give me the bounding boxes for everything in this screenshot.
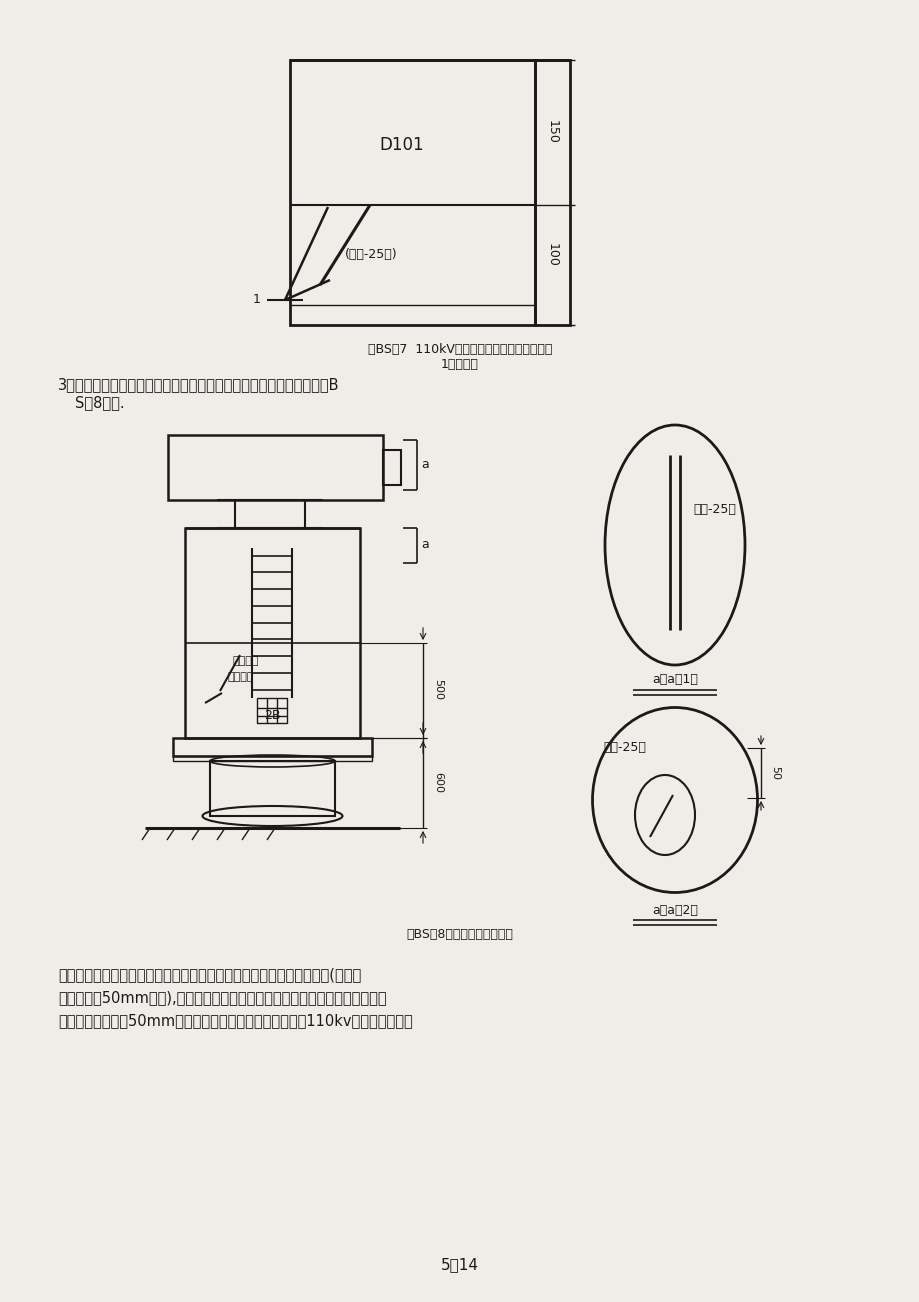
Text: 国产-25号: 国产-25号: [692, 504, 735, 517]
Text: 其油枕中心线以下50mm处。主变端子箱名称的刷字位置与110kv压互端子箱相一: 其油枕中心线以下50mm处。主变端子箱名称的刷字位置与110kv压互端子箱相一: [58, 1013, 413, 1029]
Bar: [654, 628, 694, 641]
Text: 150: 150: [545, 120, 558, 145]
Text: 100: 100: [545, 243, 558, 267]
Bar: [256, 698, 287, 723]
Text: a－a（1）: a－a（1）: [652, 673, 698, 686]
Bar: [210, 760, 335, 816]
Bar: [654, 445, 694, 454]
Bar: [173, 738, 371, 756]
Text: 禁止攀登: 禁止攀登: [228, 672, 255, 682]
Text: 3．主变压器的编号和警告牌均刷在正对爬梯的器身上，位置尺寸如图B: 3．主变压器的编号和警告牌均刷在正对爬梯的器身上，位置尺寸如图B: [58, 378, 339, 392]
Text: 高压危险: 高压危险: [233, 656, 259, 667]
Bar: [168, 435, 382, 500]
Bar: [185, 529, 359, 738]
Text: 500: 500: [433, 680, 443, 700]
Text: 国产-25号: 国产-25号: [602, 742, 645, 754]
Text: 主变用绝缘油标号刷在其油枕油标指示器的右侧或油位指示器的上方处(距油枕: 主变用绝缘油标号刷在其油枕油标指示器的右侧或油位指示器的上方处(距油枕: [58, 967, 361, 983]
Bar: [382, 450, 401, 486]
Ellipse shape: [605, 424, 744, 665]
Text: 50: 50: [769, 766, 779, 780]
Text: 2B: 2B: [264, 710, 280, 723]
Text: 1: 1: [253, 293, 261, 306]
Text: 图BS－8主变压器刷字示意图: 图BS－8主变压器刷字示意图: [406, 928, 513, 941]
Text: 中心线以上50mm位置),如图示。当油位指示器处于油枕上方时，用油标号刷在: 中心线以上50mm位置),如图示。当油位指示器处于油枕上方时，用油标号刷在: [58, 991, 386, 1005]
Text: 图BS－7  110kV少油断路器机构箱刷字示意图: 图BS－7 110kV少油断路器机构箱刷字示意图: [368, 344, 551, 357]
Bar: [289, 60, 535, 326]
Text: S－8所示.: S－8所示.: [75, 396, 124, 410]
Text: a: a: [421, 539, 428, 552]
Text: a: a: [421, 458, 428, 471]
Text: 1－基准线: 1－基准线: [440, 358, 479, 371]
Text: 5／14: 5／14: [440, 1258, 479, 1272]
Bar: [535, 60, 570, 326]
Text: 600: 600: [433, 772, 443, 793]
Text: (国产-25号): (国产-25号): [345, 249, 397, 262]
Bar: [663, 535, 686, 557]
Bar: [173, 756, 371, 760]
Ellipse shape: [592, 707, 756, 892]
Text: D101: D101: [380, 135, 424, 154]
Text: a－a（2）: a－a（2）: [652, 904, 698, 917]
